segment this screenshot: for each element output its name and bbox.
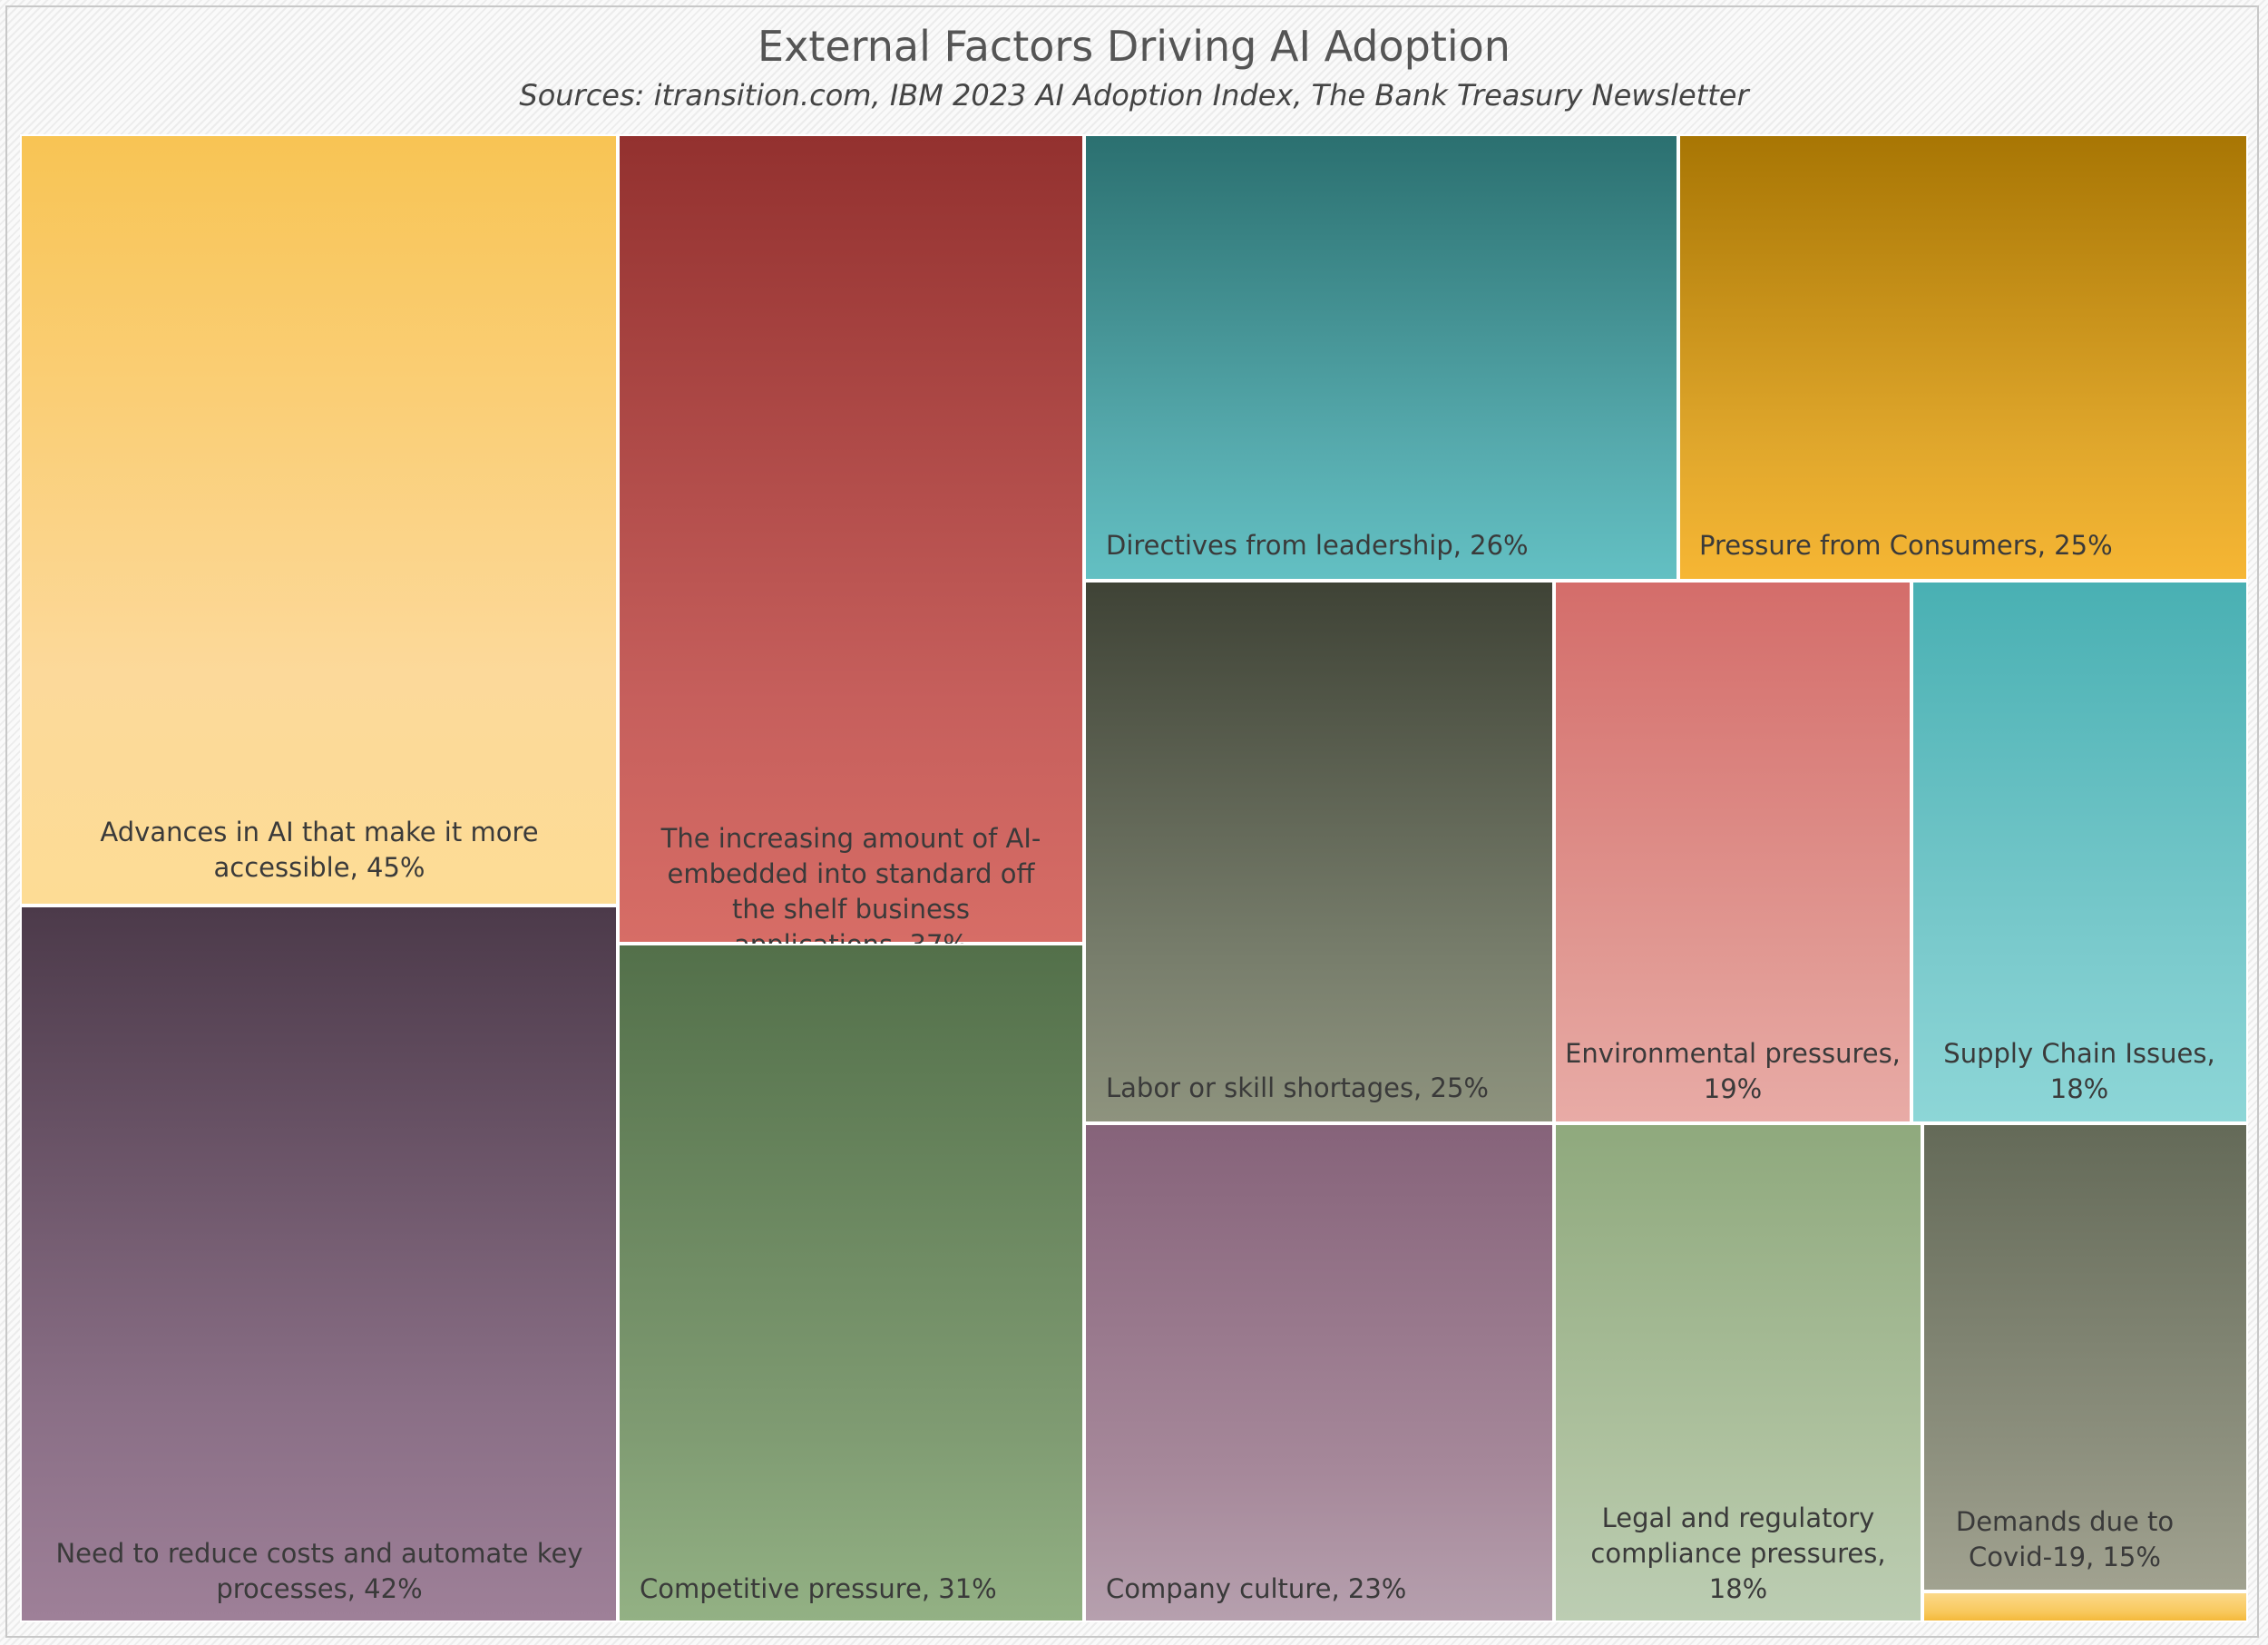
treemap-label-labor: Labor or skill shortages, 25% xyxy=(1106,1072,1489,1103)
treemap-tile-labor xyxy=(1084,581,1554,1123)
chart-frame xyxy=(5,5,2259,1638)
treemap-label-supply-chain: Supply Chain Issues, 18% xyxy=(1943,1038,2215,1104)
treemap-tile-competitive xyxy=(618,944,1084,1622)
chart-subtitle: Sources: itransition.com, IBM 2023 AI Ad… xyxy=(519,78,1749,113)
treemap-label-consumers: Pressure from Consumers, 25% xyxy=(1699,530,2113,561)
treemap-plot: Advances in AI that make it more accessi… xyxy=(20,134,2248,1622)
treemap-tile-advances xyxy=(20,134,618,906)
treemap-tile-consumers xyxy=(1678,134,2248,581)
treemap-label-competitive: Competitive pressure, 31% xyxy=(640,1573,997,1604)
treemap-tile-culture xyxy=(1084,1123,1554,1622)
treemap-tile-other-small xyxy=(1922,1591,2248,1622)
treemap-label-reduce-costs: Need to reduce costs and automate key pr… xyxy=(55,1538,583,1604)
treemap-label-covid: Demands due to Covid-19, 15% xyxy=(1955,1506,2175,1572)
treemap-label-directives: Directives from leadership, 26% xyxy=(1106,530,1529,561)
treemap-label-culture: Company culture, 23% xyxy=(1106,1573,1407,1604)
treemap-label-advances: Advances in AI that make it more accessi… xyxy=(100,817,539,883)
treemap-tile-supply-chain xyxy=(1911,581,2248,1123)
treemap-tile-embedded xyxy=(618,134,1084,944)
treemap-tile-directives xyxy=(1084,134,1678,581)
treemap-label-embedded: The increasing amount of AI-embedded int… xyxy=(660,823,1041,960)
treemap-tile-reduce-costs xyxy=(20,906,618,1622)
treemap-label-environmental: Environmental pressures, 19% xyxy=(1565,1038,1901,1104)
treemap-tile-covid xyxy=(1922,1123,2248,1591)
treemap-tile-environmental xyxy=(1554,581,1911,1123)
chart-title: External Factors Driving AI Adoption xyxy=(758,22,1510,71)
treemap-tile-legal xyxy=(1554,1123,1922,1622)
treemap-label-legal: Legal and regulatory compliance pressure… xyxy=(1590,1503,1886,1604)
